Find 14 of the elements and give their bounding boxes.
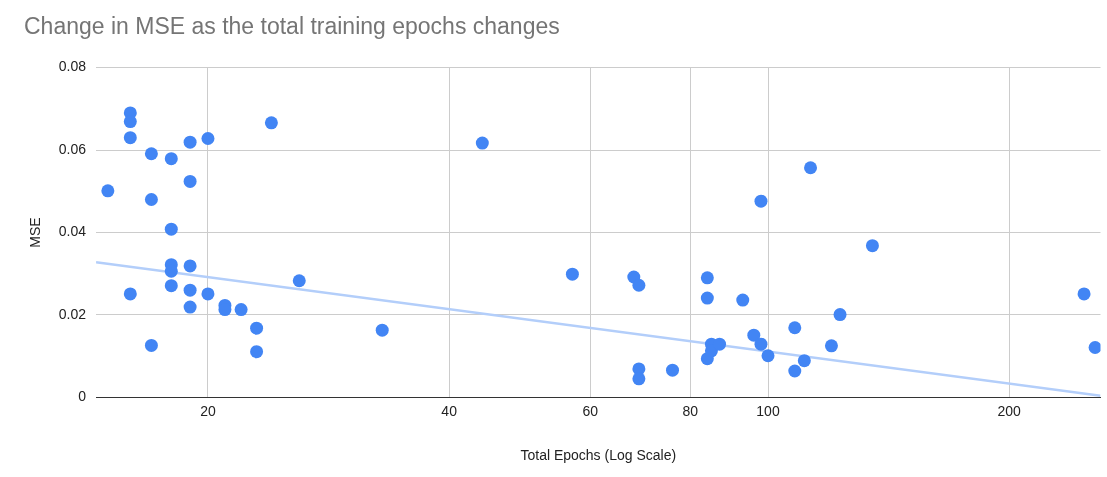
y-tick-label: 0.02 (58, 305, 87, 322)
x-axis-title: Total Epochs (Log Scale) (520, 447, 677, 464)
y-tick-label: 0 (78, 388, 87, 405)
x-tick-label: 20 (200, 402, 216, 419)
y-tick-label: 0.08 (58, 58, 87, 75)
y-axis-title: MSE (27, 217, 44, 248)
x-tick-label: 80 (682, 402, 699, 419)
x-tick-label: 200 (997, 402, 1022, 419)
y-tick-label: 0.06 (58, 140, 87, 157)
x-tick-label: 40 (441, 402, 458, 419)
x-tick-label: 60 (582, 402, 599, 419)
chart-title: Change in MSE as the total training epochs changes (24, 13, 560, 40)
x-tick-label: 100 (756, 402, 780, 419)
y-tick-label: 0.04 (58, 223, 87, 240)
